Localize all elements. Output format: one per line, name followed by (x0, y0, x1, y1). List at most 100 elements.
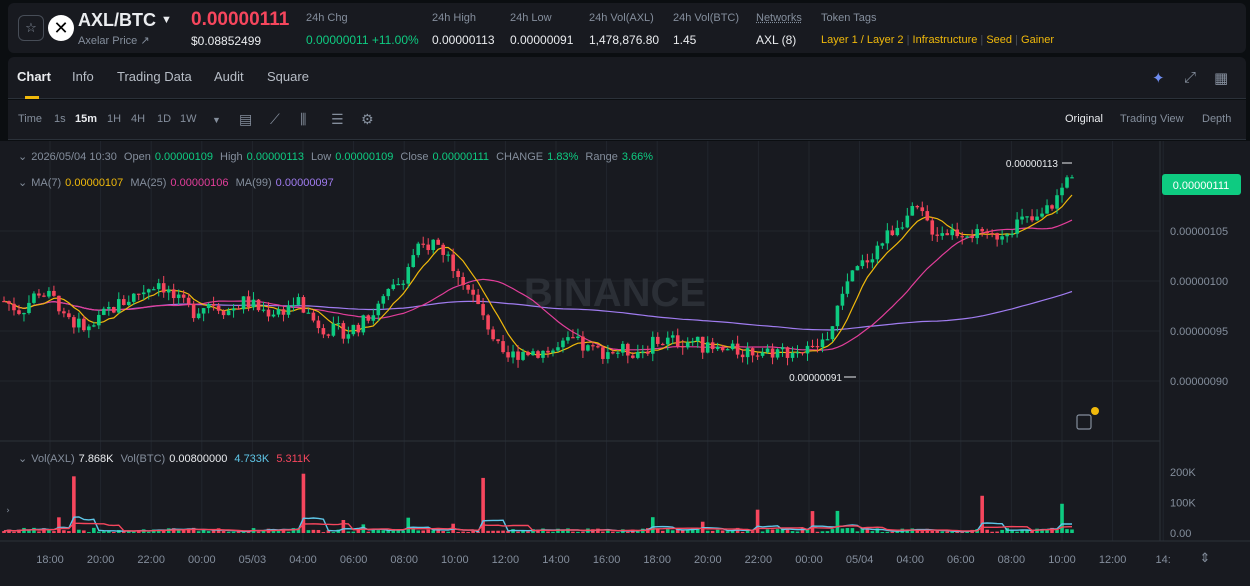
volume-bar (206, 531, 211, 533)
candle-body (725, 349, 730, 351)
volume-bar (830, 529, 835, 533)
candle-body (131, 293, 136, 302)
volume-bar (725, 531, 730, 533)
volume-bar (311, 529, 316, 533)
volume-bar (576, 531, 580, 533)
interval-1h[interactable]: 1H (107, 113, 122, 125)
candle-body (870, 259, 875, 263)
volume-bar (226, 531, 231, 533)
candle-type-icon[interactable]: ⫼ (300, 111, 307, 127)
candle-body (675, 335, 680, 347)
ohlc-info: ⌄ 2026/05/04 10:30 Open 0.00000109 High 0.0… (18, 151, 654, 163)
tag-seed[interactable]: Seed (986, 34, 1013, 46)
volume-bar (546, 531, 550, 533)
candle-body (915, 206, 920, 208)
candle-body (765, 348, 770, 353)
candle-body (301, 297, 306, 313)
indicator-chart-icon[interactable]: ⟋ (270, 111, 280, 127)
volume-bar (720, 530, 725, 533)
stat-24h-high-label: 24h High (432, 12, 477, 24)
candle-body (336, 323, 341, 325)
ma25-line (3, 219, 1073, 351)
candle-body (1025, 216, 1029, 218)
chevron-down-icon[interactable]: ▼ (161, 14, 172, 26)
volume-bar (191, 527, 196, 533)
interval-15m[interactable]: 15m (75, 113, 98, 125)
volume-bar (740, 531, 745, 533)
interval-1s[interactable]: 1s (54, 113, 66, 125)
tab-audit[interactable]: Audit (214, 69, 244, 84)
candlestick-chart[interactable]: BINANCE 0.000001050.000001000.000000950.… (0, 141, 1250, 586)
candle-body (586, 345, 590, 351)
candle-body (670, 335, 675, 338)
volume-bar (750, 531, 755, 533)
axelar-logo-icon: ✕ (48, 15, 74, 41)
time-tick: 22:00 (137, 554, 165, 566)
candle-body (910, 206, 915, 216)
tag-infrastructure[interactable]: Infrastructure (912, 34, 978, 46)
volume-bar (316, 529, 321, 533)
candle-body (12, 303, 16, 311)
time-tick: 04:00 (289, 554, 317, 566)
candle-body (251, 299, 256, 308)
scroll-left-icon[interactable]: › (6, 506, 10, 516)
view-trading-view[interactable]: Trading View (1120, 113, 1184, 125)
volume-bar (745, 530, 750, 533)
ai-sparkle-icon[interactable]: ✦ (1152, 70, 1165, 87)
chart-area[interactable]: BINANCE 0.00000105 0.00000100 0.00000095 0.… (0, 141, 1250, 586)
candle-body (1035, 216, 1039, 221)
ohlc-range: 3.66% (621, 151, 654, 163)
view-depth[interactable]: Depth (1202, 113, 1232, 125)
candle-body (770, 348, 775, 358)
axelar-price-link[interactable]: Axelar Price ↗ (78, 35, 150, 47)
volume-bar (421, 530, 426, 533)
volume-bar (32, 527, 36, 533)
pair-selector[interactable]: AXL/BTC (78, 10, 156, 30)
favorite-star-icon[interactable]: ☆ (18, 15, 44, 41)
expand-icon[interactable]: ⤢ (1184, 69, 1197, 86)
interval-1w[interactable]: 1W (180, 113, 197, 125)
candle-body (1070, 177, 1074, 179)
candle-body (436, 239, 440, 245)
volume-bar (406, 517, 411, 533)
tag-gainer[interactable]: Gainer (1021, 34, 1055, 46)
time-tick: 16:00 (593, 554, 621, 566)
candle-body (920, 207, 925, 212)
interval-1d[interactable]: 1D (157, 113, 172, 125)
settings-gear-icon[interactable]: ⚙ (361, 111, 374, 127)
vol-collapse-icon: ⌄ (18, 453, 28, 465)
layout-grid-icon[interactable]: ▦ (1214, 70, 1229, 87)
chart-settings-icon[interactable]: ☰ (331, 111, 344, 127)
interval-4h[interactable]: 4H (131, 113, 146, 125)
time-tick: 00:00 (188, 554, 216, 566)
volume-bar (695, 527, 700, 533)
interval-dropdown-icon[interactable]: ▼ (212, 115, 221, 125)
interval-time[interactable]: Time (18, 113, 43, 125)
networks-label[interactable]: Networks (756, 12, 802, 24)
calendar-icon[interactable]: ▤ (239, 111, 253, 127)
candle-body (236, 308, 241, 310)
view-original[interactable]: Original (1065, 113, 1103, 125)
candle-body (481, 304, 485, 316)
volume-bar (37, 531, 41, 533)
tab-square[interactable]: Square (267, 69, 309, 84)
candle-body (376, 303, 381, 316)
axis-scale-icon[interactable]: ⇕ (1200, 551, 1211, 566)
volume-axis: 200K 100K 0.00 (1170, 467, 1196, 540)
volume-bar (855, 531, 860, 533)
candle-body (37, 293, 41, 296)
tab-info[interactable]: Info (72, 69, 94, 84)
tab-chart[interactable]: Chart (17, 69, 51, 84)
tab-trading-data[interactable]: Trading Data (117, 69, 192, 84)
candle-body (136, 293, 141, 295)
candle-body (171, 289, 176, 299)
volume-bar (426, 529, 431, 533)
volume-bar (306, 530, 311, 533)
volume-bar (471, 530, 475, 533)
candle-body (426, 244, 431, 251)
tag-layer1[interactable]: Layer 1 / Layer 2 (821, 34, 904, 46)
volume-bar (815, 531, 820, 533)
candle-body (985, 231, 989, 234)
screenshot-icon[interactable] (1076, 414, 1092, 430)
volume-bar (356, 529, 361, 533)
